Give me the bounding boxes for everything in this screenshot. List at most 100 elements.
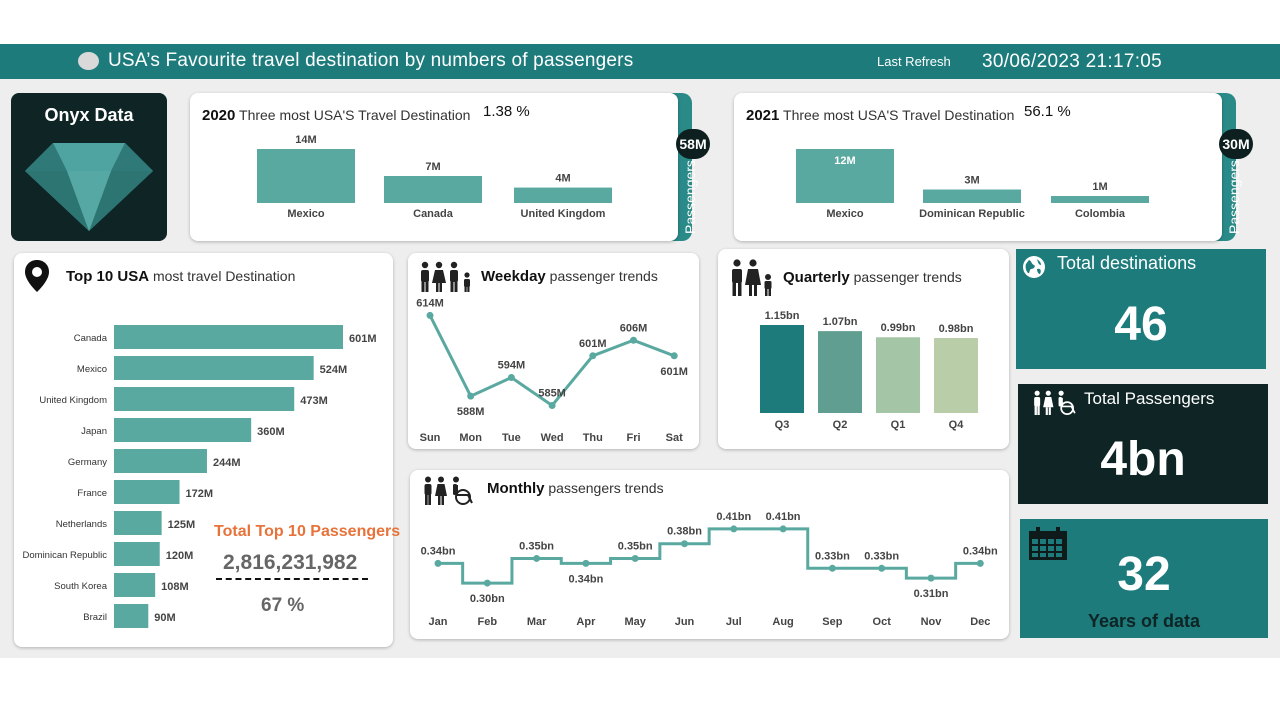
quarterly-bar-category: Q4 (949, 419, 965, 431)
top10-bar-category: Mexico (77, 364, 107, 375)
top10-bar-value: 473M (300, 395, 328, 407)
monthly-point-label: 0.31bn (914, 588, 949, 600)
card-2021-subtitle: Three most USA'S Travel Destination (783, 107, 1015, 123)
top10-bar (114, 604, 149, 628)
globe-icon (1023, 256, 1045, 278)
monthly-point-label: 0.34bn (421, 545, 456, 557)
weekday-axis-label: Thu (583, 432, 603, 444)
weekday-point (548, 401, 556, 409)
quarterly-title: Quarterly passenger trends (783, 269, 962, 286)
weekday-title-bold: Weekday (481, 268, 546, 285)
monthly-title-rest: passengers trends (548, 480, 664, 496)
logo-title: Onyx Data (44, 105, 134, 125)
monthly-point (828, 564, 836, 572)
weekday-axis-label: Wed (541, 432, 564, 444)
weekday-point-label: 614M (416, 297, 444, 309)
card-2021-title: 2021 Three most USA'S Travel Destination (746, 107, 1014, 124)
monthly-point-label: 0.35bn (519, 540, 554, 552)
card-2020-year: 2020 (202, 107, 236, 124)
top10-card: Top 10 USA most travel Destination Canad… (14, 253, 400, 647)
monthly-point (631, 554, 639, 562)
weekday-title-rest: passenger trends (549, 268, 658, 284)
weekday-axis-label: Tue (502, 432, 521, 444)
card-2021-side-label: Passengers (1226, 160, 1242, 234)
card-2020-subtitle: Three most USA'S Travel Destination (239, 107, 471, 123)
top10-bar-value: 172M (186, 488, 214, 500)
weekday-axis-label: Mon (459, 432, 482, 444)
monthly-point-label: 0.41bn (716, 511, 751, 523)
weekday-axis-label: Sat (666, 432, 683, 444)
top10-total-value: 2,816,231,982 (223, 551, 358, 574)
monthly-point (779, 525, 787, 533)
weekday-point (589, 352, 597, 360)
header-dot-icon (78, 52, 99, 70)
card-2021-bar-value: 12M (834, 155, 855, 167)
monthly-chart: 0.34bn Jan 0.30bn Feb 0.35bn Mar 0.34bn Apr 0.35… (421, 511, 998, 628)
card-2021-bar-category: Mexico (826, 208, 864, 220)
weekday-point (507, 374, 515, 382)
monthly-axis-label: Apr (576, 616, 596, 628)
weekday-point (670, 352, 678, 360)
monthly-title-bold: Monthly (487, 480, 545, 497)
card-2021-bar-category: Colombia (1075, 208, 1126, 220)
family-icon (732, 259, 772, 296)
map-pin-icon (25, 260, 49, 292)
card-2020-bar-category: Canada (413, 208, 454, 220)
top10-bar-value: 90M (154, 612, 175, 624)
card-2021-year: 2021 (746, 107, 780, 124)
top10-bar-category: Netherlands (56, 519, 107, 530)
top10-bar (114, 356, 314, 380)
monthly-point (976, 559, 984, 567)
top10-bar (114, 511, 162, 535)
top10-bar (114, 480, 180, 504)
quarterly-title-rest: passenger trends (853, 269, 962, 285)
weekday-point-label: 601M (660, 366, 688, 378)
monthly-point-label: 0.30bn (470, 593, 505, 605)
monthly-axis-label: Dec (970, 616, 990, 628)
quarterly-bar-category: Q2 (833, 419, 848, 431)
diamond-icon (25, 143, 153, 231)
monthly-axis-label: May (624, 616, 646, 628)
weekday-point-label: 601M (579, 338, 607, 350)
top10-bar-category: Germany (68, 457, 107, 468)
top10-title: Top 10 USA most travel Destination (66, 268, 295, 285)
monthly-axis-label: Jun (675, 616, 695, 628)
monthly-point (582, 559, 590, 567)
top10-total-label: Total Top 10 Passengers (214, 523, 401, 540)
kpi-total-passengers-label: Total Passengers (1084, 389, 1215, 408)
top10-bar-value: 125M (168, 519, 196, 531)
card-2020-bar-category: United Kingdom (521, 208, 606, 220)
monthly-point-label: 0.35bn (618, 540, 653, 552)
monthly-point-label: 0.38bn (667, 526, 702, 538)
weekday-axis-label: Fri (626, 432, 640, 444)
card-2021-bar-value: 1M (1092, 181, 1107, 193)
weekday-point (467, 392, 475, 400)
weekday-chart: 614M Sun 588M Mon 594M Tue 585M Wed 601M Thu 606M F… (416, 297, 688, 444)
top10-bar (114, 418, 252, 442)
logo-card: Onyx Data (11, 93, 167, 241)
monthly-point (878, 564, 886, 572)
monthly-axis-label: Sep (822, 616, 842, 628)
page-title: USA’s Favourite travel destination by nu… (108, 50, 634, 71)
kpi-years-of-data: 32 Years of data (1020, 519, 1268, 638)
monthly-axis-label: Feb (478, 616, 498, 628)
top10-bar-value: 360M (257, 426, 285, 438)
card-2021-pct: 56.1 % (1024, 103, 1071, 120)
monthly-point (927, 574, 935, 582)
top10-bar-category: Japan (81, 426, 107, 437)
quarterly-bar (876, 337, 920, 413)
top10-bar-value: 244M (213, 457, 241, 469)
top10-chart: Canada 601M Mexico 524M United Kingdom 473M Ja… (23, 325, 377, 628)
kpi-total-destinations-value: 46 (1114, 298, 1168, 351)
monthly-point (483, 579, 491, 587)
monthly-point-label: 0.34bn (568, 573, 603, 585)
kpi-total-destinations: Total destinations 46 (1016, 249, 1266, 369)
quarterly-bar-value: 0.98bn (939, 323, 974, 335)
top10-divider (216, 578, 368, 580)
quarterly-title-bold: Quarterly (783, 269, 850, 286)
kpi-total-destinations-label: Total destinations (1057, 253, 1197, 273)
card-2020-badge: 58M (676, 129, 710, 159)
monthly-point-label: 0.41bn (766, 511, 801, 523)
monthly-line (438, 527, 981, 585)
